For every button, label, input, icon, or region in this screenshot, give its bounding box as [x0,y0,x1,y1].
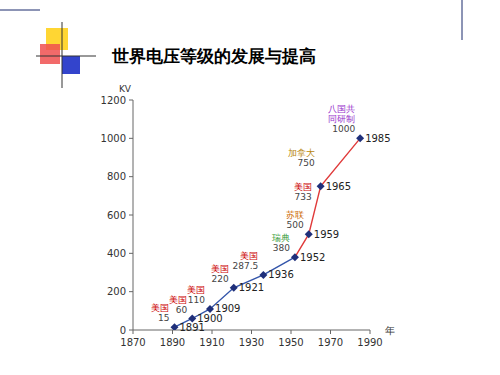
point [259,271,267,279]
year-label: 1952 [300,252,325,263]
annotation: 美国 [187,285,205,295]
y-tick-label: 1000 [101,133,126,144]
year-label: 1900 [197,313,222,324]
year-label: 1909 [215,303,240,314]
y-tick [129,330,133,331]
year-label: 1965 [326,181,351,192]
x-tick [133,330,134,334]
slide: 世界电压等级的发展与提高 0 200 400 600 800 1000 1200 1870 189… [0,0,500,375]
annotation: 750 [297,158,314,168]
x-tick [172,330,173,334]
annotation: 苏联 [286,210,304,220]
deco-line [36,56,96,57]
annotation: 美国 [169,295,187,305]
annotation: 美国 [151,303,169,313]
annotation: 1000 [332,124,355,134]
y-tick-label: 1200 [101,95,126,106]
y-tick [129,291,133,292]
annotation: 同研制 [328,114,355,124]
annotation: 加拿大 [288,148,315,158]
y-tick [129,100,133,101]
x-tick-label: 1990 [357,337,382,348]
x-tick [330,330,331,334]
annotation: 380 [273,243,290,253]
y-tick-label: 800 [107,171,126,182]
annotation: 110 [188,295,205,305]
annotation: 733 [294,192,311,202]
annotation: 八国共 [328,104,355,114]
point [206,305,214,313]
plot-area [170,134,364,330]
point [317,182,325,190]
year-label: 1921 [239,282,264,293]
x-tick-label: 1950 [278,337,303,348]
x-tick-label: 1930 [239,337,264,348]
x-tick-label: 1870 [120,337,145,348]
y-tick [129,138,133,139]
x-tick-label: 1910 [199,337,224,348]
year-label: 1936 [268,269,293,280]
x-tick [251,330,252,334]
annotation: 60 [176,305,188,315]
annotation: 287.5 [233,261,259,271]
y-tick-label: 200 [107,286,126,297]
y-tick-label: 600 [107,210,126,221]
line [174,257,294,327]
point [291,253,299,261]
deco-square [40,44,60,64]
point [170,323,178,330]
point [305,230,313,238]
deco-line [0,10,40,11]
annotation: 美国 [294,182,312,192]
x-tick-label: 1890 [160,337,185,348]
x-tick [370,330,371,334]
y-tick [129,253,133,254]
deco-line [62,22,63,88]
y-axis-label: KV [119,84,132,94]
deco-line [462,0,463,40]
annotation: 15 [158,313,169,323]
title: 世界电压等级的发展与提高 [111,46,316,66]
x-tick [291,330,292,334]
x-tick-label: 1970 [318,337,343,348]
annotation: 500 [287,220,304,230]
x-axis-label: 年 [385,325,395,336]
x-tick [212,330,213,334]
annotation: 220 [212,274,229,284]
annotation: 美国 [240,251,258,261]
deco-square [62,56,80,74]
y-tick-label: 400 [107,248,126,259]
y-tick [129,176,133,177]
y-tick-label: 0 [120,325,126,336]
point [356,134,364,142]
year-label: 1985 [365,133,390,144]
annotation: 美国 [211,264,229,274]
annotation: 瑞典 [272,233,290,243]
point [230,284,238,292]
year-label: 1959 [314,229,339,240]
y-tick [129,215,133,216]
